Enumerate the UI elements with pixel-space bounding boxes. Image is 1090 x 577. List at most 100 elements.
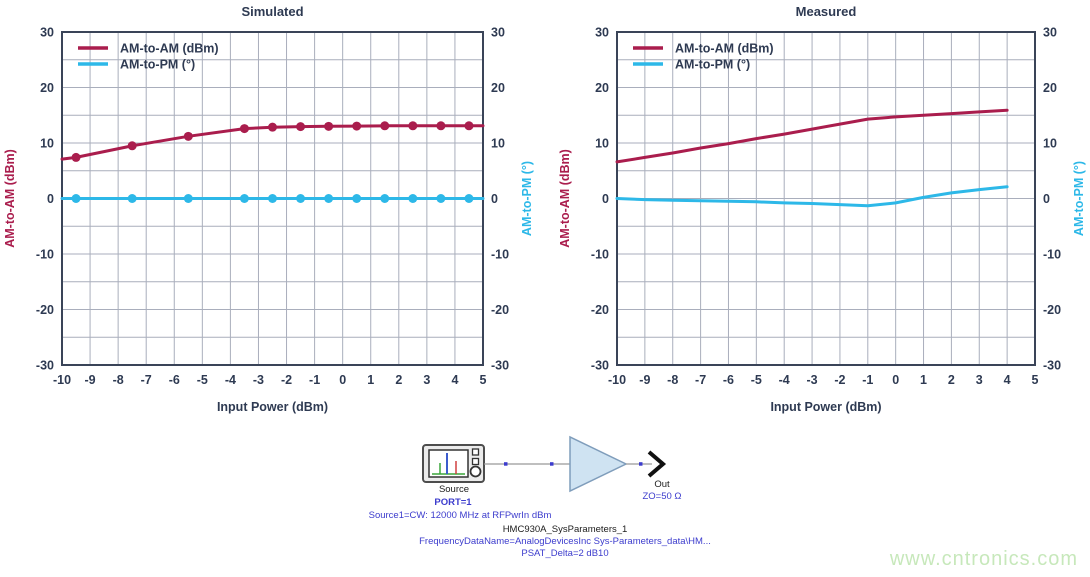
svg-text:AM-to-AM (dBm): AM-to-AM (dBm): [3, 149, 17, 248]
data-marker: [296, 122, 306, 132]
data-marker: [464, 194, 474, 203]
svg-text:-4: -4: [779, 373, 790, 387]
svg-text:-3: -3: [807, 373, 818, 387]
svg-text:-20: -20: [36, 303, 54, 317]
data-marker: [380, 121, 390, 131]
chart-svg-measured: -10 -9 -8 -7 -6 -5 -4 -3 -2 -1 0 1 2 3 4 5-30 -30-20 -20-…: [558, 4, 1086, 414]
svg-text:-2: -2: [281, 373, 292, 387]
svg-text:3: 3: [976, 373, 983, 387]
legend: AM-to-AM (dBm) AM-to-PM (°): [78, 42, 219, 72]
svg-text:0: 0: [892, 373, 899, 387]
svg-text:-10: -10: [608, 373, 626, 387]
svg-text:AM-to-AM (dBm): AM-to-AM (dBm): [120, 42, 219, 56]
svg-text:-10: -10: [53, 373, 71, 387]
data-marker: [71, 152, 81, 162]
svg-text:0: 0: [339, 373, 346, 387]
svg-text:-10: -10: [491, 248, 509, 262]
svg-text:4: 4: [451, 373, 458, 387]
svg-text:-20: -20: [1043, 303, 1061, 317]
series-group: [615, 108, 1009, 208]
svg-text:-1: -1: [862, 373, 873, 387]
svg-text:-7: -7: [695, 373, 706, 387]
data-marker: [352, 121, 362, 131]
out-impedance-label: ZO=50 Ω: [642, 491, 682, 502]
series-line-AM-to-AM (dBm): [60, 124, 485, 161]
svg-text:4: 4: [1004, 373, 1011, 387]
svg-text:-2: -2: [834, 373, 845, 387]
svg-text:-30: -30: [591, 359, 609, 373]
chart-simulated: -10 -9 -8 -7 -6 -5 -4 -3 -2 -1 0 1 2 3 4 5 -30 -30 -20 -20-…: [0, 0, 545, 420]
data-marker: [268, 122, 277, 132]
data-marker: [324, 121, 334, 131]
svg-text:30: 30: [595, 26, 609, 40]
data-marker: [352, 194, 362, 203]
data-marker: [71, 194, 81, 203]
watermark: www.cntronics.com: [889, 548, 1078, 570]
svg-text:10: 10: [1043, 137, 1057, 151]
gridlines: [616, 31, 1036, 366]
svg-text:AM-to-PM (°): AM-to-PM (°): [1072, 161, 1086, 236]
source-port-label: PORT=1: [434, 497, 472, 508]
svg-text:10: 10: [491, 137, 505, 151]
svg-text:0: 0: [1043, 192, 1050, 206]
svg-text:10: 10: [595, 137, 609, 151]
source-config-label: Source1=CW: 12000 MHz at RFPwrIn dBm: [368, 510, 552, 521]
source-instrument-icon: [422, 444, 485, 483]
tick-labels: -10 -9 -8 -7 -6 -5 -4 -3 -2 -1 0 1 2 3 4 5-30 -30-20 -20-…: [36, 26, 509, 388]
svg-text:10: 10: [40, 137, 54, 151]
component-frequency-data-label: FrequencyDataName=AnalogDevicesInc Sys-P…: [419, 536, 711, 547]
svg-text:5: 5: [480, 373, 487, 387]
data-marker: [183, 194, 193, 203]
svg-text:-8: -8: [667, 373, 678, 387]
svg-text:-5: -5: [751, 373, 762, 387]
svg-text:-1: -1: [309, 373, 320, 387]
svg-text:-30: -30: [1043, 359, 1061, 373]
chart-measured: -10 -9 -8 -7 -6 -5 -4 -3 -2 -1 0 1 2 3 4 5 -30 -30 -20 -20-…: [545, 0, 1090, 420]
svg-text:20: 20: [1043, 81, 1057, 95]
data-marker: [127, 194, 137, 203]
svg-text:Simulated: Simulated: [241, 4, 303, 19]
out-arrow-icon: [647, 450, 667, 478]
svg-text:-10: -10: [1043, 248, 1061, 262]
svg-text:-6: -6: [169, 373, 180, 387]
component-psat-label: PSAT_Delta=2 dB10: [521, 548, 609, 559]
data-marker: [436, 194, 446, 203]
data-marker: [268, 194, 277, 203]
svg-text:-9: -9: [639, 373, 650, 387]
data-marker: [408, 194, 418, 203]
data-marker: [127, 141, 137, 151]
svg-text:30: 30: [40, 26, 54, 40]
svg-text:-4: -4: [225, 373, 236, 387]
schematic-diagram: Source PORT=1 Source1=CW: 12000 MHz at R…: [369, 430, 720, 565]
data-marker: [239, 194, 249, 203]
schematic-graphics: [422, 435, 667, 493]
svg-text:1: 1: [367, 373, 374, 387]
svg-text:-20: -20: [491, 303, 509, 317]
series-line-AM-to-PM (°): [615, 185, 1009, 208]
svg-text:20: 20: [595, 81, 609, 95]
series-line-AM-to-AM (dBm): [615, 108, 1009, 164]
node-dot: [504, 462, 508, 466]
data-marker: [380, 194, 390, 203]
svg-text:AM-to-PM (°): AM-to-PM (°): [520, 161, 534, 236]
svg-text:-20: -20: [591, 303, 609, 317]
svg-text:2: 2: [395, 373, 402, 387]
svg-text:0: 0: [491, 192, 498, 206]
svg-text:1: 1: [920, 373, 927, 387]
svg-text:Measured: Measured: [796, 4, 857, 19]
svg-text:-30: -30: [491, 359, 509, 373]
svg-text:Input Power (dBm): Input Power (dBm): [217, 400, 328, 414]
amplifier-icon: [569, 435, 628, 493]
svg-text:-30: -30: [36, 359, 54, 373]
data-marker: [464, 121, 474, 131]
svg-text:-9: -9: [85, 373, 96, 387]
data-marker: [296, 194, 306, 203]
spectrum-screen: [428, 449, 469, 478]
svg-text:-3: -3: [253, 373, 264, 387]
data-marker: [239, 124, 249, 134]
svg-text:AM-to-PM (°): AM-to-PM (°): [675, 58, 750, 72]
svg-text:3: 3: [423, 373, 430, 387]
svg-text:30: 30: [1043, 26, 1057, 40]
legend: AM-to-AM (dBm) AM-to-PM (°): [633, 42, 774, 72]
